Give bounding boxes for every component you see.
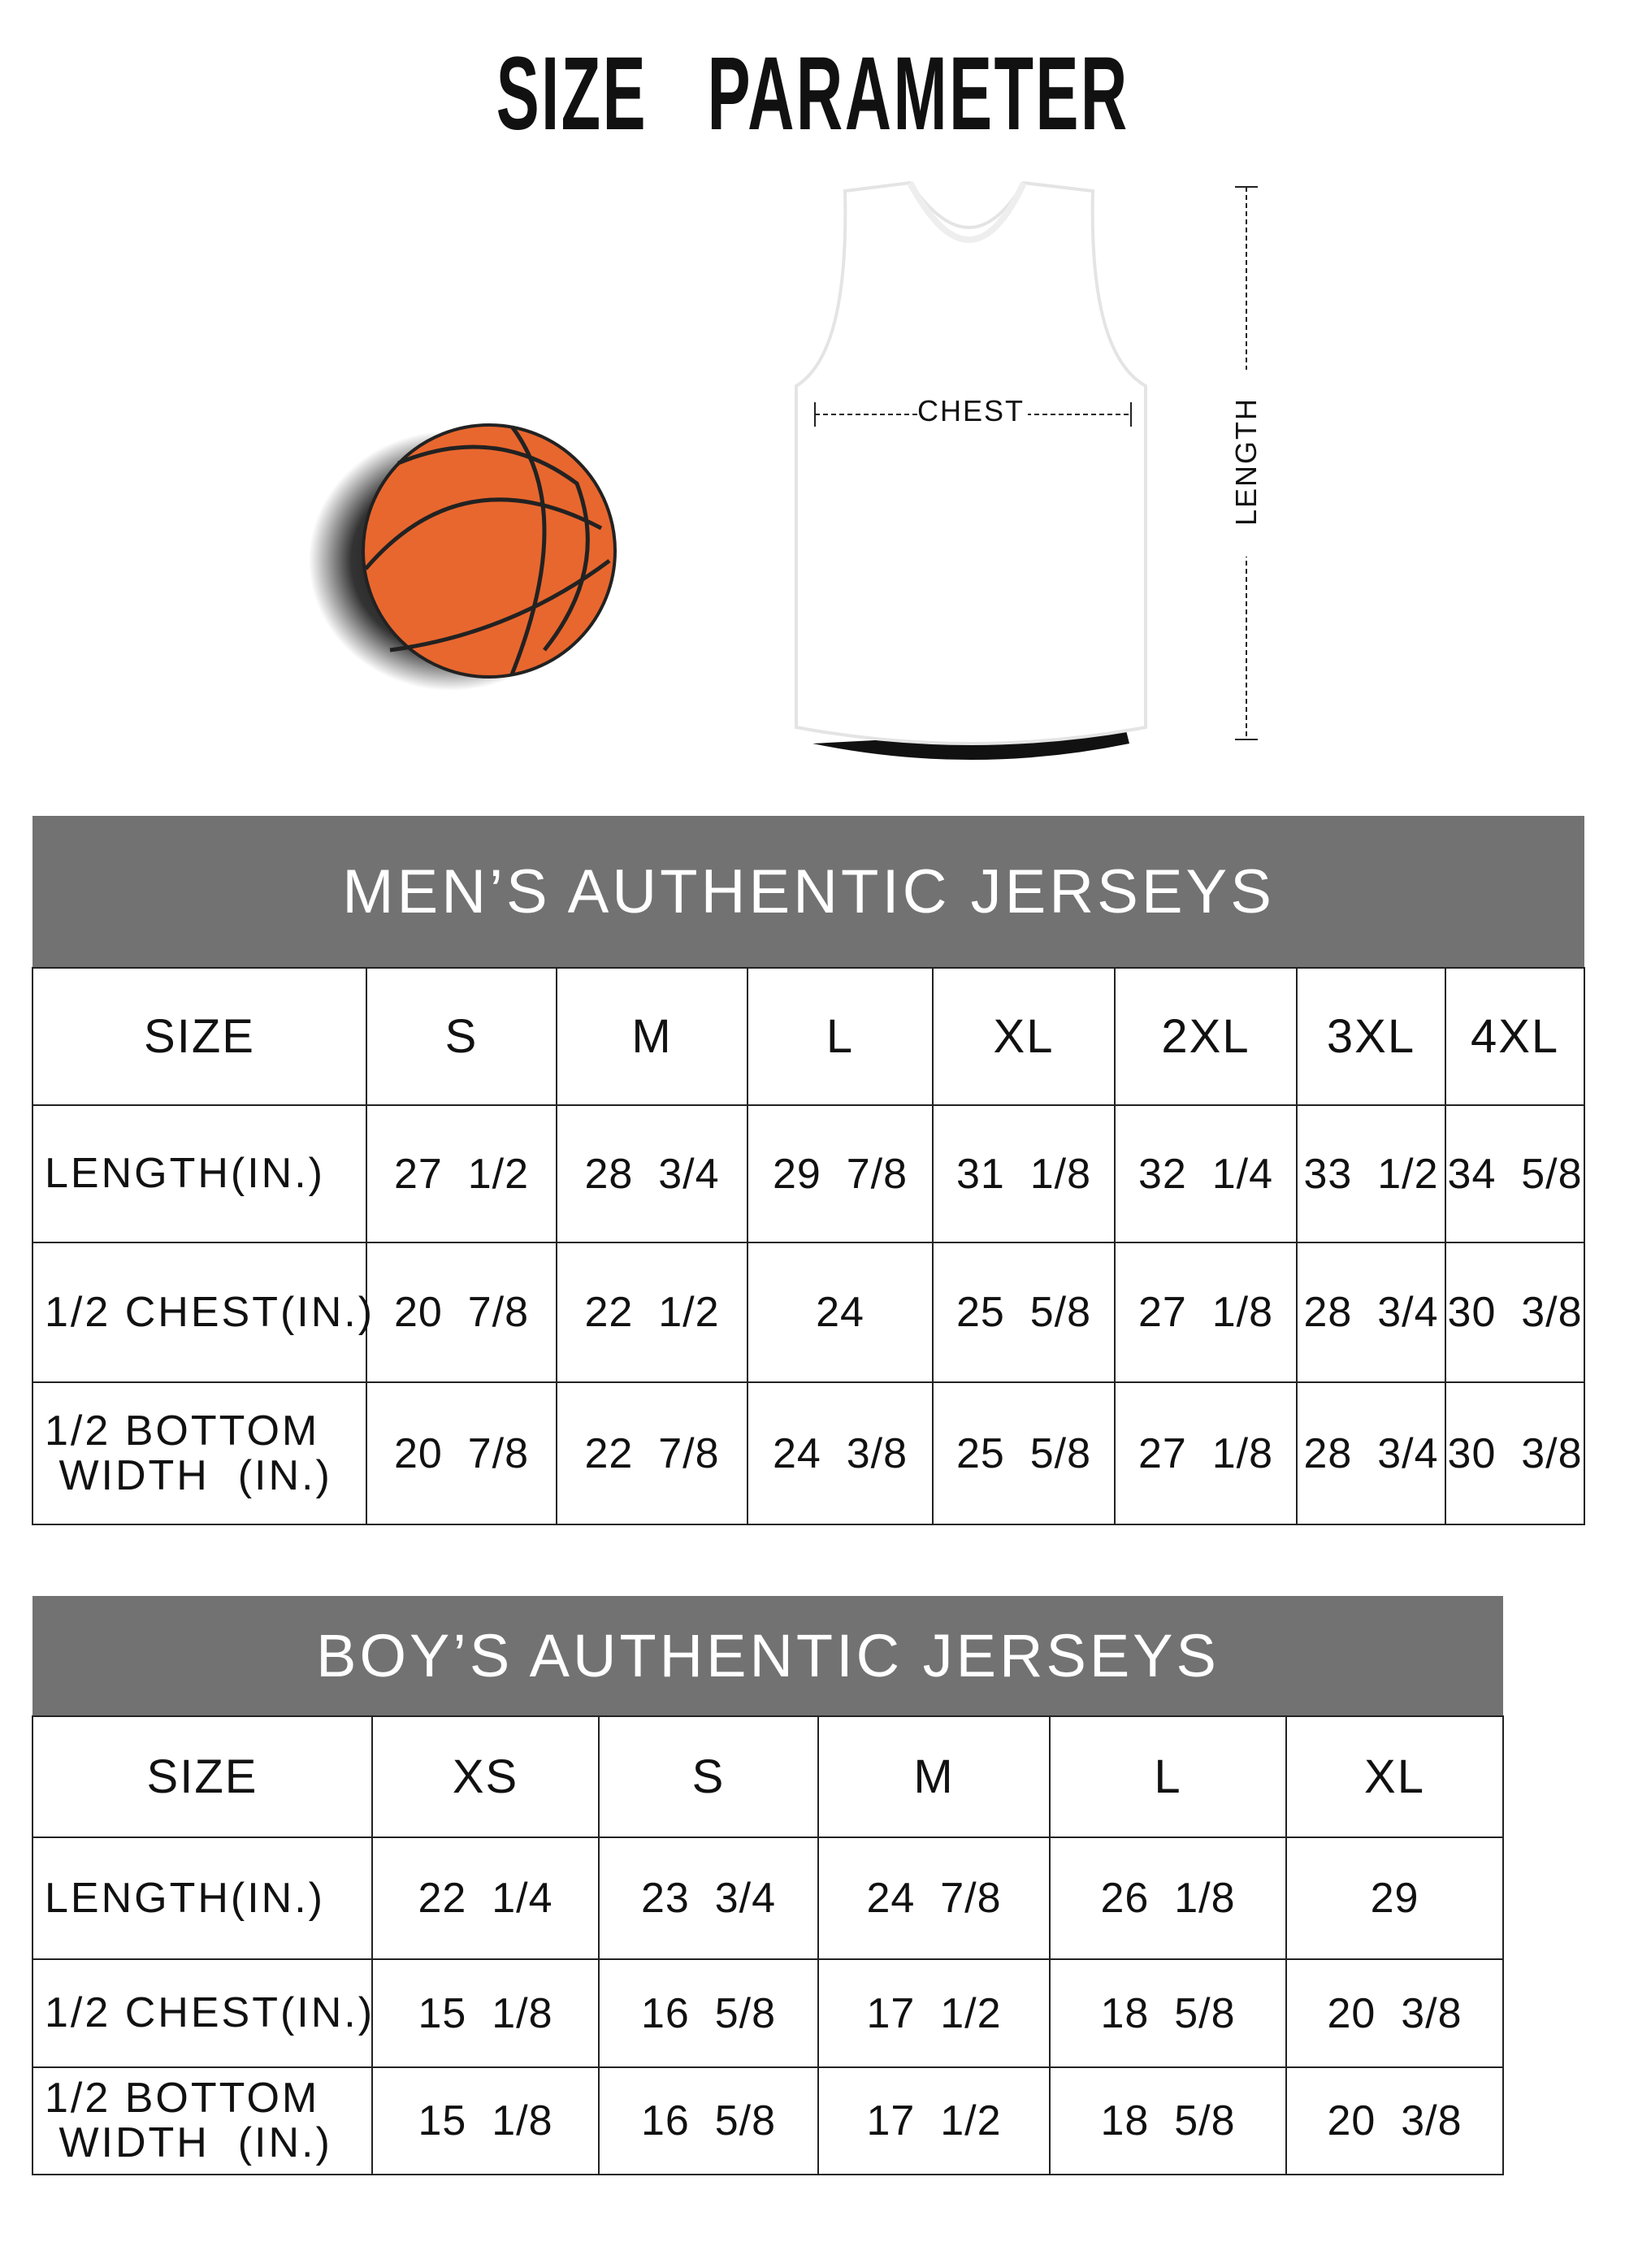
- table-row: LENGTH(IN.) 27 1/2 28 3/4 29 7/8 31 1/8 32 1/…: [32, 1104, 1586, 1243]
- size-header-row: SIZE XS S M L XL: [32, 1715, 1504, 1838]
- jersey-diagram: CHEST: [780, 175, 1162, 768]
- men-table-heading: MEN’S AUTHENTIC JERSEYS: [32, 816, 1585, 968]
- measurement-cell: 15 1/8: [371, 1958, 600, 2068]
- page-title-text: SIZE PARAMETER: [496, 36, 1129, 152]
- measurement-cell: 34 5/8: [1444, 1104, 1586, 1243]
- measurement-cell: 17 1/2: [817, 2066, 1051, 2175]
- measurement-cell: 30 3/8: [1444, 1381, 1586, 1525]
- boys-table-heading: BOY’S AUTHENTIC JERSEYS: [32, 1596, 1503, 1716]
- measurement-cell: 24: [747, 1242, 934, 1383]
- table-row: 1/2 BOTTOM WIDTH (IN.) 15 1/8 16 5/8 17 1/2…: [32, 2066, 1504, 2175]
- measurement-cell: 15 1/8: [371, 2066, 600, 2175]
- size-column-header: L: [747, 967, 934, 1106]
- measurement-cell: 20 7/8: [366, 1242, 557, 1383]
- measurement-cell: 20 3/8: [1285, 2066, 1504, 2175]
- measurement-cell: 16 5/8: [598, 2066, 819, 2175]
- measurement-cell: 29: [1285, 1837, 1504, 1960]
- row-label: LENGTH(IN.): [32, 1837, 373, 1960]
- row-label: 1/2 BOTTOM WIDTH (IN.): [32, 2066, 373, 2175]
- size-header-row: SIZE S M L XL 2XL 3XL 4XL: [32, 967, 1586, 1106]
- size-label: SIZE: [32, 967, 367, 1106]
- size-column-header: XL: [932, 967, 1116, 1106]
- measurement-cell: 22 1/4: [371, 1837, 600, 1960]
- measurement-cell: 25 5/8: [932, 1242, 1116, 1383]
- measurement-cell: 18 5/8: [1049, 1958, 1287, 2068]
- size-label: SIZE: [32, 1715, 373, 1838]
- measurement-cell: 18 5/8: [1049, 2066, 1287, 2175]
- size-column-header: S: [366, 967, 557, 1106]
- measurement-cell: 24 7/8: [817, 1837, 1051, 1960]
- measurement-cell: 28 3/4: [1296, 1381, 1446, 1525]
- measurement-cell: 29 7/8: [747, 1104, 934, 1243]
- measurement-cell: 24 3/8: [747, 1381, 934, 1525]
- size-column-header: L: [1049, 1715, 1287, 1838]
- boys-size-table: BOY’S AUTHENTIC JERSEYS SIZE XS S M L XL LENGTH…: [32, 1596, 1504, 2175]
- table-row: 1/2 CHEST(IN.) 15 1/8 16 5/8 17 1/2 18 5/8 20…: [32, 1958, 1504, 2068]
- basketball-icon: [309, 423, 617, 691]
- size-column-header: XS: [371, 1715, 600, 1838]
- page-title: SIZE PARAMETER: [0, 42, 1625, 146]
- measurement-cell: 30 3/8: [1444, 1242, 1586, 1383]
- size-column-header: S: [598, 1715, 819, 1838]
- measurement-cell: 25 5/8: [932, 1381, 1116, 1525]
- table-row: 1/2 BOTTOM WIDTH (IN.) 20 7/8 22 7/8 24 3/8…: [32, 1381, 1586, 1525]
- measurement-cell: 28 3/4: [1296, 1242, 1446, 1383]
- table-row: 1/2 CHEST(IN.) 20 7/8 22 1/2 24 25 5/8 27 1/8…: [32, 1242, 1586, 1383]
- length-label: LENGTH: [1229, 397, 1263, 527]
- size-column-header: M: [556, 967, 748, 1106]
- measurement-cell: 27 1/8: [1114, 1381, 1298, 1525]
- measurement-cell: 23 3/4: [598, 1837, 819, 1960]
- jersey-icon: [795, 180, 1147, 760]
- measurement-cell: 17 1/2: [817, 1958, 1051, 2068]
- row-label: 1/2 CHEST(IN.): [32, 1242, 372, 1383]
- row-label: 1/2 CHEST(IN.): [32, 1958, 373, 2068]
- size-column-header: 3XL: [1296, 967, 1446, 1106]
- measurement-cell: 28 3/4: [556, 1104, 748, 1243]
- measurement-cell: 16 5/8: [598, 1958, 819, 2068]
- measurement-cell: 32 1/4: [1114, 1104, 1298, 1243]
- measurement-cell: 20 3/8: [1285, 1958, 1504, 2068]
- size-column-header: XL: [1285, 1715, 1504, 1838]
- length-indicator: LENGTH: [1219, 183, 1284, 744]
- measurement-cell: 33 1/2: [1296, 1104, 1446, 1243]
- row-label: 1/2 BOTTOM WIDTH (IN.): [32, 1381, 367, 1525]
- size-column-header: M: [817, 1715, 1051, 1838]
- size-column-header: 2XL: [1114, 967, 1298, 1106]
- mens-size-table: MEN’S AUTHENTIC JERSEYS SIZE S M L XL 2XL 3XL 4X…: [32, 816, 1586, 1525]
- table-row: LENGTH(IN.) 22 1/4 23 3/4 24 7/8 26 1/8 29: [32, 1837, 1504, 1960]
- measurement-cell: 22 7/8: [556, 1381, 748, 1525]
- measurement-cell: 27 1/2: [366, 1104, 557, 1243]
- size-column-header: 4XL: [1444, 967, 1586, 1106]
- chest-label: CHEST: [916, 394, 1025, 427]
- measurement-cell: 20 7/8: [366, 1381, 557, 1525]
- measurement-cell: 31 1/8: [932, 1104, 1116, 1243]
- measurement-cell: 27 1/8: [1114, 1242, 1298, 1383]
- measurement-cell: 26 1/8: [1049, 1837, 1287, 1960]
- row-label: LENGTH(IN.): [32, 1104, 367, 1243]
- measurement-cell: 22 1/2: [556, 1242, 748, 1383]
